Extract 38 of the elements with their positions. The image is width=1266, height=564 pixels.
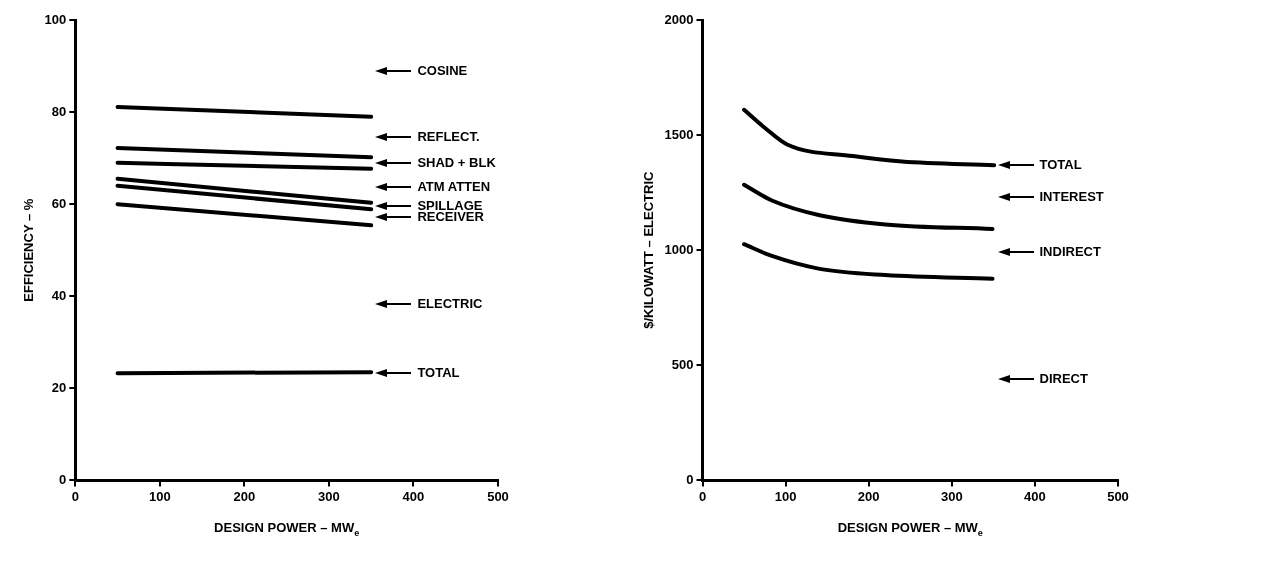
annotation: SHAD + BLK <box>417 154 496 170</box>
y-tick-label: 80 <box>51 103 67 119</box>
x-tick-label: 300 <box>940 488 963 504</box>
annotation: INDIRECT <box>1039 244 1101 260</box>
x-tick-label: 0 <box>698 488 707 504</box>
x-tick-label: 400 <box>1024 488 1046 504</box>
y-tick-label: 0 <box>59 471 67 487</box>
y-tick-label: 1000 <box>664 241 694 257</box>
x-tick-label: 100 <box>774 488 797 504</box>
x-tick-label: 100 <box>148 488 171 504</box>
annotation: TOTAL <box>417 365 460 381</box>
x-tick-label: 500 <box>1107 488 1129 504</box>
annotation: ELECTRIC <box>417 295 483 311</box>
y-tick-label: 0 <box>686 471 694 487</box>
annotation: ATM ATTEN <box>417 178 491 194</box>
annotation: DIRECT <box>1039 371 1088 387</box>
y-axis-title: $/KILOWATT – ELECTRIC <box>641 170 657 329</box>
x-tick-label: 300 <box>318 488 340 504</box>
annotation: TOTAL <box>1039 157 1082 173</box>
x-tick-label: 0 <box>71 488 79 504</box>
y-tick-label: 1500 <box>664 126 694 142</box>
y-tick-label: 2000 <box>664 11 694 27</box>
y-tick-label: 500 <box>671 356 694 372</box>
x-tick-label: 400 <box>402 488 425 504</box>
y-tick-label: 100 <box>44 11 67 27</box>
line-series <box>742 107 997 168</box>
line-series <box>742 242 995 281</box>
annotation: INTEREST <box>1039 189 1104 205</box>
x-tick-label: 200 <box>857 488 880 504</box>
y-tick-label: 20 <box>51 379 67 395</box>
line-series <box>742 182 995 232</box>
y-tick-label: 60 <box>51 195 67 211</box>
x-tick-label: 500 <box>487 488 509 504</box>
y-tick-label: 40 <box>51 287 67 303</box>
annotation: COSINE <box>417 62 468 78</box>
x-tick-label: 200 <box>233 488 256 504</box>
annotation: REFLECT. <box>417 128 480 144</box>
y-axis-title: EFFICIENCY – % <box>21 198 37 302</box>
